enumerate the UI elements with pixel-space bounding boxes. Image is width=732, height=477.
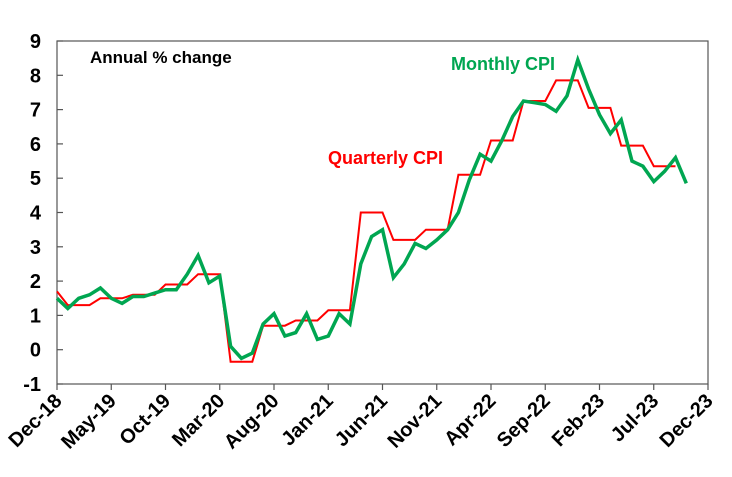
y-tick-label: 7 <box>30 100 41 122</box>
x-tick-label: May-19 <box>57 390 121 454</box>
y-tick-label: -1 <box>23 374 41 396</box>
y-tick-label: 5 <box>30 168 41 190</box>
x-tick-label: Sep-22 <box>493 390 555 452</box>
y-tick-label: 2 <box>30 271 41 293</box>
legend-label-quarterly-cpi: Quarterly CPI <box>328 148 443 168</box>
x-tick-label: Aug-20 <box>220 390 283 453</box>
series-line-quarterly-cpi <box>56 79 676 363</box>
y-tick-label: 6 <box>30 134 41 156</box>
x-tick-label: Mar-20 <box>168 390 229 451</box>
y-tick-label: 9 <box>30 31 41 53</box>
x-tick-label: Dec-23 <box>656 390 718 452</box>
x-tick-label: Oct-19 <box>115 390 175 450</box>
x-tick-label: Jan-21 <box>277 390 337 450</box>
x-tick-label: Jun-21 <box>331 390 392 451</box>
x-tick-label: Dec-18 <box>5 390 67 452</box>
y-tick-label: 3 <box>30 237 41 259</box>
series-line-monthly-cpi <box>55 54 688 361</box>
y-tick-label: 8 <box>30 65 41 87</box>
y-axis-title: Annual % change <box>90 48 232 67</box>
x-tick-label: Jul-23 <box>607 390 663 446</box>
legend-label-monthly-cpi: Monthly CPI <box>451 54 555 74</box>
y-tick-label: 1 <box>30 305 41 327</box>
y-tick-label: 4 <box>30 203 42 225</box>
x-tick-label: Apr-22 <box>440 390 500 450</box>
y-tick-label: 0 <box>30 340 41 362</box>
x-tick-label: Nov-21 <box>384 390 447 453</box>
x-tick-label: Feb-23 <box>548 390 609 451</box>
